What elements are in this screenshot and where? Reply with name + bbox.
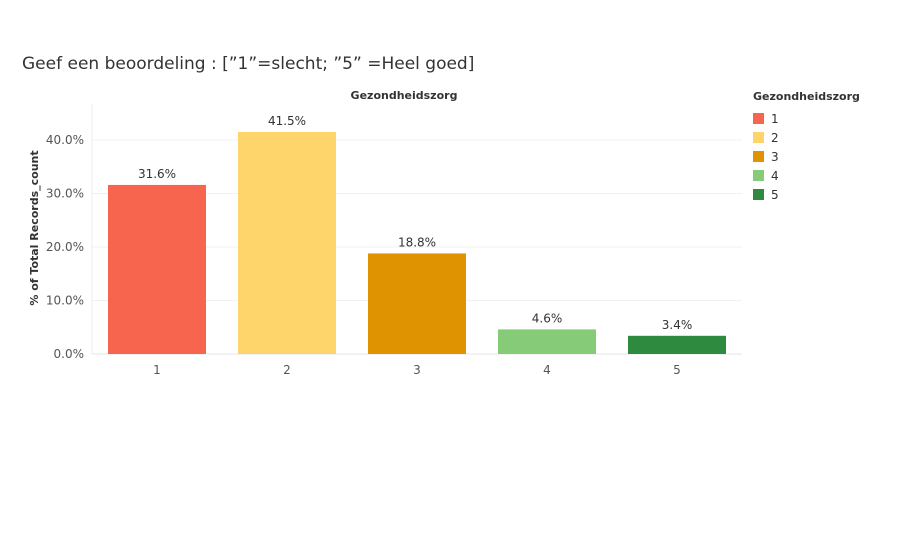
x-tick-label: 5 [673, 363, 681, 377]
column-header: Gezondheidszorg [351, 89, 458, 102]
x-tick-label: 3 [413, 363, 421, 377]
bar [108, 184, 206, 354]
x-tick-label: 4 [543, 363, 551, 377]
x-tick-label: 2 [283, 363, 291, 377]
legend-swatch [753, 132, 764, 143]
data-label: 31.6% [138, 167, 176, 181]
y-axis-label: % of Total Records_count [28, 150, 41, 305]
legend-item: 4 [753, 166, 860, 185]
legend-title: Gezondheidszorg [753, 90, 860, 103]
legend-swatch [753, 113, 764, 124]
y-tick-label: 0.0% [54, 347, 85, 361]
bar [498, 329, 596, 354]
data-label: 18.8% [398, 235, 436, 249]
legend-swatch [753, 170, 764, 181]
y-tick-label: 40.0% [46, 133, 84, 147]
legend-label: 1 [771, 111, 779, 126]
legend-swatch [753, 151, 764, 162]
x-tick-label: 1 [153, 363, 161, 377]
chart-title: Geef een beoordeling : [”1”=slecht; ”5” … [22, 54, 475, 74]
bar [628, 335, 726, 354]
legend-label: 3 [771, 149, 779, 164]
data-labels: 31.6% 41.5% 18.8% 4.6% 3.4% [138, 114, 692, 332]
legend: Gezondheidszorg 1 2 3 4 5 [753, 90, 860, 204]
legend-label: 5 [771, 187, 779, 202]
y-axis: 0.0% 10.0% 20.0% 30.0% 40.0% [46, 133, 84, 361]
legend-item: 1 [753, 109, 860, 128]
legend-item: 5 [753, 185, 860, 204]
data-label: 41.5% [268, 114, 306, 128]
legend-swatch [753, 189, 764, 200]
y-tick-label: 30.0% [46, 187, 84, 201]
bar [238, 131, 336, 354]
data-label: 4.6% [532, 311, 563, 325]
y-tick-label: 20.0% [46, 240, 84, 254]
legend-label: 2 [771, 130, 779, 145]
bar [368, 253, 466, 354]
legend-item: 2 [753, 128, 860, 147]
legend-label: 4 [771, 168, 779, 183]
data-label: 3.4% [662, 318, 693, 332]
legend-item: 3 [753, 147, 860, 166]
y-tick-label: 10.0% [46, 294, 84, 308]
bars [108, 131, 726, 354]
x-axis: 1 2 3 4 5 [153, 363, 681, 377]
legend-items: 1 2 3 4 5 [753, 109, 860, 204]
